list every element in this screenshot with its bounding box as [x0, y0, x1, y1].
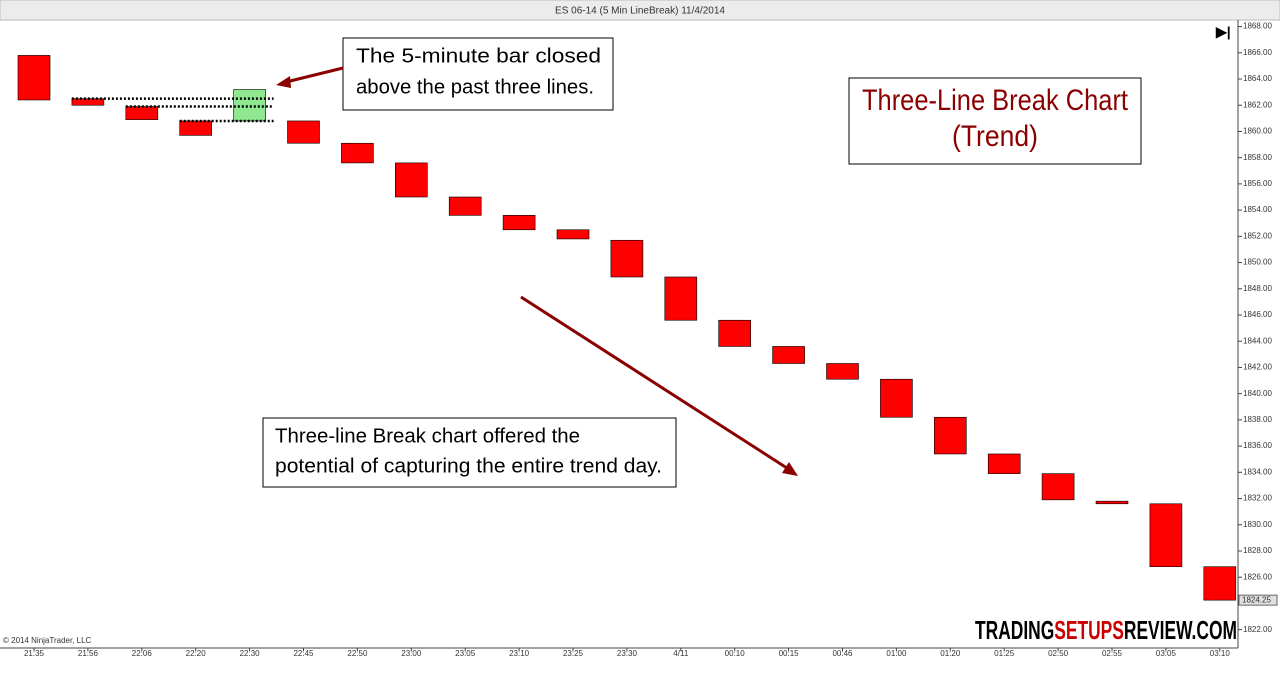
y-tick-label: 1864.00	[1243, 74, 1272, 83]
arrow	[281, 66, 344, 85]
annotation-text: The 5-minute bar closed	[356, 45, 601, 67]
annotation-text: Three-line Break chart offered the	[275, 425, 580, 447]
x-tick-label: 21:56	[78, 649, 99, 658]
x-tick-label: 03:05	[1156, 649, 1177, 658]
y-tick-label: 1860.00	[1243, 127, 1272, 136]
x-tick-label: 23:30	[617, 649, 638, 658]
last-price-box	[1238, 594, 1278, 606]
y-tick-label: 1826.00	[1243, 572, 1272, 581]
y-tick-label: 1844.00	[1243, 336, 1272, 345]
y-tick-label: 1836.00	[1243, 441, 1272, 450]
down-bar	[987, 453, 1021, 474]
x-tick-label: 00:10	[725, 649, 746, 658]
down-bar	[772, 346, 805, 364]
arrow-head	[276, 76, 291, 88]
annotation-box	[342, 37, 614, 111]
y-tick-label: 1850.00	[1243, 258, 1272, 267]
x-tick-label: 00:15	[779, 649, 800, 658]
x-tick-label: 22:06	[132, 649, 153, 658]
annotation-text: above the past three lines.	[356, 76, 594, 98]
y-tick-label: 1828.00	[1243, 546, 1272, 555]
down-bar	[718, 319, 752, 347]
x-tick-label: 00:46	[832, 649, 853, 658]
down-bar	[287, 120, 320, 144]
down-bar	[664, 276, 698, 321]
y-tick-label: 1842.00	[1243, 363, 1272, 372]
x-tick-label: 22:30	[240, 649, 261, 658]
annotation-box	[262, 417, 677, 488]
watermark-part: REVIEW.COM	[1124, 615, 1237, 645]
x-tick-label: 01:00	[886, 649, 907, 658]
x-tick-label: 23:00	[401, 649, 422, 658]
y-tick-label: 1822.00	[1243, 625, 1272, 634]
x-tick-label: 01:25	[994, 649, 1015, 658]
last-price-label: 1824.25	[1242, 595, 1271, 604]
down-bar	[880, 378, 913, 418]
down-bar	[1041, 473, 1075, 501]
up-bar	[233, 89, 266, 122]
y-tick-label: 1868.00	[1243, 22, 1272, 31]
x-tick-label: 23:10	[509, 649, 530, 658]
down-bar	[1095, 500, 1129, 505]
y-tick-label: 1834.00	[1243, 467, 1272, 476]
x-tick-label: 02:55	[1102, 649, 1123, 658]
watermark-part: TRADING	[975, 615, 1054, 645]
chart-heading: Three-Line Break Chart	[862, 84, 1129, 117]
chart-heading: (Trend)	[952, 120, 1038, 153]
down-bar	[1149, 503, 1183, 568]
y-tick-label: 1848.00	[1243, 284, 1272, 293]
y-tick-label: 1830.00	[1243, 520, 1272, 529]
y-tick-label: 1862.00	[1243, 100, 1272, 109]
down-bar	[448, 196, 482, 216]
y-tick-label: 1846.00	[1243, 310, 1272, 319]
x-tick-label: 23:05	[455, 649, 476, 658]
y-tick-label: 1838.00	[1243, 415, 1272, 424]
watermark-part: SETUPS	[1054, 615, 1124, 645]
down-bar	[610, 239, 644, 278]
x-tick-label: 22:45	[293, 649, 314, 658]
x-tick-label: 01:20	[940, 649, 961, 658]
title-bar	[0, 0, 1280, 21]
x-tick-label: 02:50	[1048, 649, 1069, 658]
down-bar	[17, 55, 51, 101]
y-tick-label: 1858.00	[1243, 153, 1272, 162]
y-tick-label: 1854.00	[1243, 205, 1272, 214]
copyright: © 2014 NinjaTrader, LLC	[3, 636, 92, 645]
y-tick-label: 1840.00	[1243, 389, 1272, 398]
y-tick-label: 1866.00	[1243, 48, 1272, 57]
y-tick-label: 1832.00	[1243, 494, 1272, 503]
down-bar	[556, 229, 590, 240]
x-tick-label: 21:35	[24, 649, 45, 658]
annotation-text: potential of capturing the entire trend …	[275, 455, 662, 477]
scroll-end-button[interactable]: ▶|	[1215, 24, 1231, 40]
down-bar	[1203, 566, 1237, 601]
watermark: TRADINGSETUPSREVIEW.COM	[975, 615, 1237, 645]
annotation-box	[848, 77, 1142, 165]
x-tick-label: 23:25	[563, 649, 584, 658]
x-tick-label: 4/11	[673, 649, 689, 658]
x-tick-label: 22:20	[186, 649, 207, 658]
down-bar	[125, 106, 159, 120]
arrow	[520, 295, 791, 472]
down-bar	[502, 215, 536, 231]
down-bar	[826, 363, 859, 380]
down-bar	[394, 162, 428, 198]
chart-title: ES 06-14 (5 Min LineBreak) 11/4/2014	[555, 6, 725, 17]
x-tick-label: 03:10	[1210, 649, 1231, 658]
down-bar	[179, 120, 212, 136]
arrow-head	[782, 462, 798, 476]
down-bar	[933, 416, 967, 455]
down-bar	[341, 142, 374, 164]
x-tick-label: 22:50	[347, 649, 368, 658]
y-tick-label: 1852.00	[1243, 231, 1272, 240]
y-tick-label: 1856.00	[1243, 179, 1272, 188]
